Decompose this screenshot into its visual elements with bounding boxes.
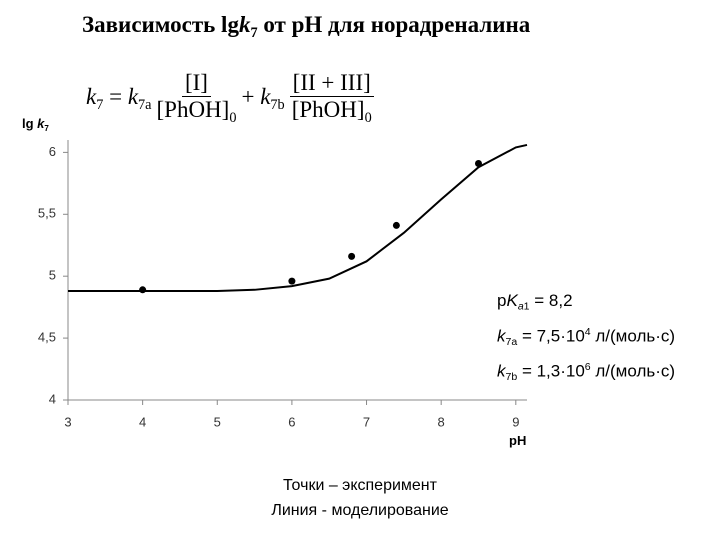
text-run: от pH для норадреналина <box>257 12 531 37</box>
text-run: 6 <box>584 360 591 373</box>
formula: k7 = k7a [I] [PhOH]0 + k7b [II + III] [PhOH]… <box>86 70 379 127</box>
formula-part: k7 = k7a <box>86 84 152 114</box>
fraction: [II + III] [PhOH]0 <box>289 70 374 127</box>
x-tick-label: 9 <box>512 414 519 429</box>
denominator: [PhOH]0 <box>157 97 237 127</box>
text-run: = 1,3·10 <box>517 361 585 380</box>
text-run: 4 <box>584 325 591 338</box>
text-run: k <box>238 12 251 37</box>
note: Линия - моделирование <box>271 502 449 519</box>
text-run: = 7,5·10 <box>517 326 585 345</box>
text-run: [PhOH] <box>291 97 365 122</box>
text-run: K <box>506 291 518 310</box>
model-line <box>68 143 528 293</box>
notes: Точки – эксперимент Линия - моделирование <box>0 473 720 523</box>
text-run: л/(моль·с) <box>590 326 676 345</box>
text-run: + <box>241 83 261 109</box>
annotation-line: k7a = 7,5·104 л/(моль·с) <box>497 320 675 355</box>
x-tick-label: 6 <box>288 414 295 429</box>
text-run: p <box>497 291 507 310</box>
x-tick-label: 3 <box>64 414 71 429</box>
text-run: [II + III] <box>292 70 371 95</box>
text-run: 7 <box>250 24 258 41</box>
note: Точки – эксперимент <box>283 477 437 494</box>
text-run: = 8,2 <box>529 291 573 310</box>
text-run: 7 <box>44 123 49 133</box>
y-tick-label: 5 <box>49 268 56 283</box>
numerator: [II + III] <box>289 70 374 97</box>
text-run: a <box>517 300 524 313</box>
text-run: k <box>497 326 506 345</box>
text-run: k <box>86 83 97 109</box>
y-tick-label: 5,5 <box>38 206 56 221</box>
text-run: k <box>127 83 139 109</box>
x-tick-label: 7 <box>363 414 370 429</box>
text-run: 0 <box>364 109 372 126</box>
x-tick-label: 5 <box>214 414 221 429</box>
text-run: [PhOH] <box>156 97 230 122</box>
text-run: 7 <box>96 96 104 113</box>
text-run: 7b <box>505 370 518 383</box>
y-axis-label: lg k7 <box>22 116 49 133</box>
data-point <box>474 160 482 168</box>
y-tick-label: 6 <box>49 144 56 159</box>
text-run: Зависимость lg <box>82 12 239 37</box>
text-run: [I] <box>184 70 208 95</box>
annotations: pKa1 = 8,2 k7a = 7,5·104 л/(моль·с) k7b = … <box>497 288 675 390</box>
text-run: = <box>103 83 128 109</box>
text-run: 7a <box>505 335 518 348</box>
text-run: k <box>497 361 506 380</box>
numerator: [I] <box>181 70 211 97</box>
denominator: [PhOH]0 <box>292 97 372 127</box>
data-point <box>288 277 296 285</box>
text-run: lg <box>22 116 38 131</box>
text-run: 0 <box>229 109 237 126</box>
x-axis-label: pH <box>509 433 527 448</box>
x-tick-label: 8 <box>438 414 445 429</box>
text-run: л/(моль·с) <box>590 361 676 380</box>
text-run: k <box>37 116 45 131</box>
text-run: k <box>260 83 271 109</box>
text-run: 7b <box>270 96 285 113</box>
slide-title: Зависимость lgk7 от pH для норадреналина <box>82 12 530 42</box>
data-point <box>392 221 400 229</box>
x-tick-label: 4 <box>139 414 146 429</box>
text-run: 1 <box>523 300 530 313</box>
fraction: [I] [PhOH]0 <box>157 70 237 127</box>
data-point <box>139 286 147 294</box>
annotation-line: k7b = 1,3·106 л/(моль·с) <box>497 355 675 390</box>
y-tick-label: 4 <box>49 391 56 406</box>
annotation-line: pKa1 = 8,2 <box>497 288 675 320</box>
text-run: 7a <box>138 96 152 113</box>
data-point <box>348 252 356 260</box>
y-tick-label: 4,5 <box>38 330 56 345</box>
formula-part: + k7b <box>241 84 284 114</box>
